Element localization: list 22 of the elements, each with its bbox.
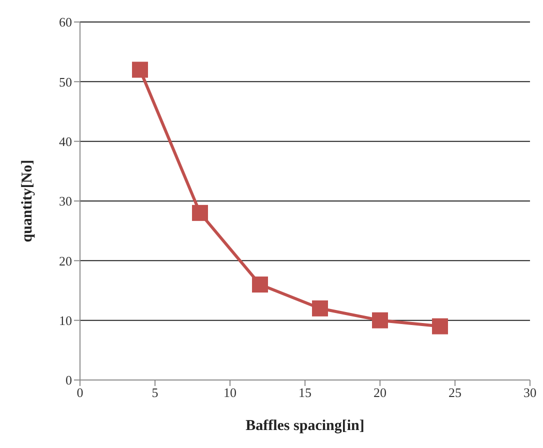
y-tick-label: 50: [59, 74, 72, 90]
y-tick-label: 60: [59, 14, 72, 30]
point: [312, 300, 328, 316]
y-tick-label: 20: [59, 253, 72, 268]
point: [432, 318, 448, 334]
y-tick-label: 10: [59, 312, 72, 328]
x-tick-label: 25: [448, 385, 462, 400]
point: [192, 204, 208, 221]
y-tick-label: 30: [59, 194, 72, 209]
x-tick-label: 0: [76, 385, 84, 400]
point: [372, 312, 388, 328]
x-tick-label: 5: [152, 385, 158, 400]
x-tick-label: 20: [374, 385, 386, 400]
point: [132, 62, 148, 78]
y-tick-label: 0: [66, 372, 72, 388]
x-tick-label: 15: [298, 385, 312, 400]
y-axis-title: quantity[No]: [19, 160, 36, 242]
x-tick-label: 30: [524, 385, 536, 400]
x-tick-label: 10: [224, 385, 236, 400]
y-tick-label: 40: [59, 134, 72, 149]
point: [252, 276, 268, 293]
x-axis-title: Baffles spacing[in]: [246, 418, 364, 434]
